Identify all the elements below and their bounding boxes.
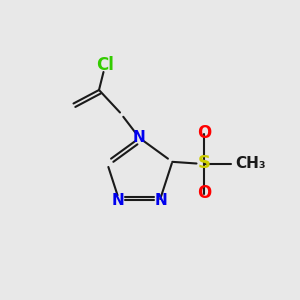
Text: O: O (197, 124, 211, 142)
Text: Cl: Cl (96, 56, 114, 74)
Text: CH₃: CH₃ (236, 156, 266, 171)
Text: N: N (155, 193, 168, 208)
Text: N: N (133, 130, 146, 146)
Text: S: S (197, 154, 211, 172)
Text: N: N (111, 193, 124, 208)
Text: O: O (197, 184, 211, 202)
